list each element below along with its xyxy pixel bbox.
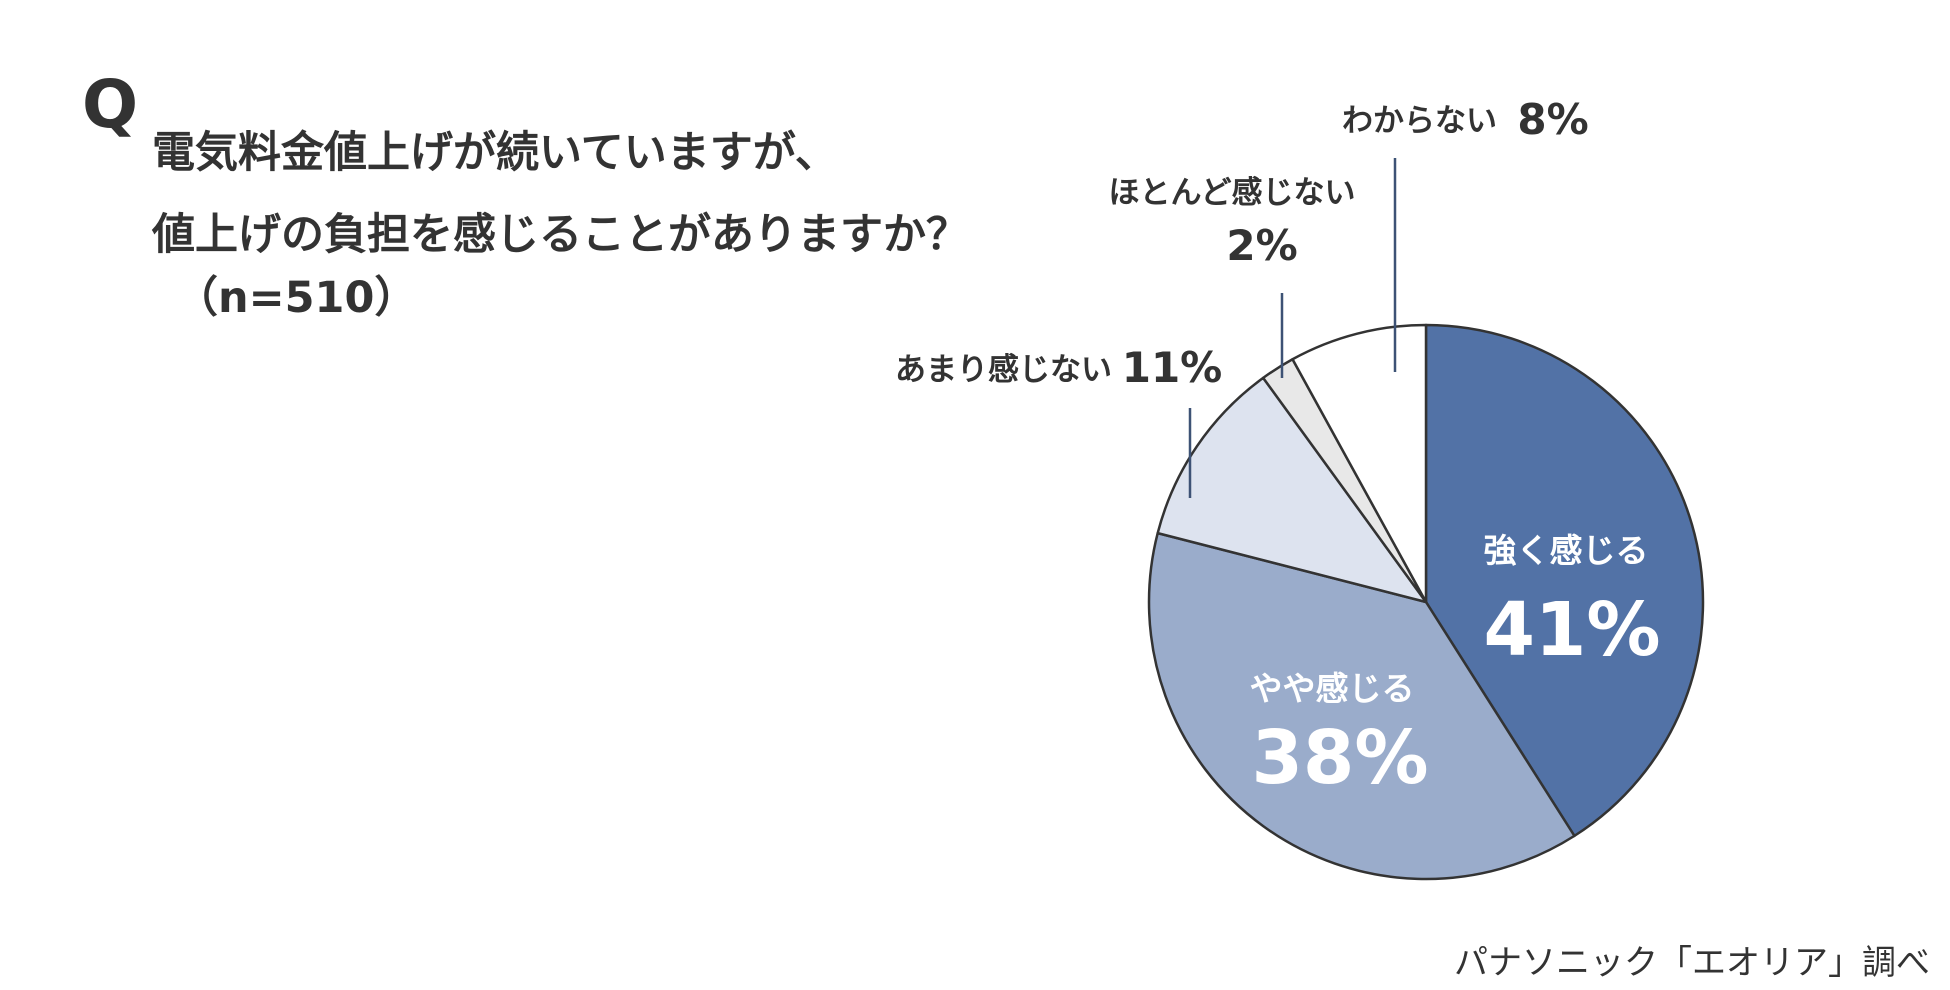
- data-label-hardly-value: 2%: [1226, 221, 1297, 270]
- data-label-strongly-value: 41%: [1483, 587, 1660, 673]
- question-mark: Q: [82, 66, 139, 143]
- slice-unknown: [1291, 323, 1428, 604]
- question-line-1: 電気料金値上げが続いていますが、: [152, 128, 838, 178]
- data-label-hardly-name: ほとんど感じない: [1108, 175, 1355, 211]
- data-label-somewhat-name: やや感じる: [1250, 669, 1415, 708]
- question-line-2: 値上げの負担を感じることがありますか？: [152, 210, 969, 260]
- data-label-somewhat-value: 38%: [1251, 715, 1428, 801]
- slice-somewhat: [1147, 531, 1576, 881]
- source-credit: パナソニック「エオリア」調べ: [1454, 943, 1930, 983]
- slice-not-much: [1156, 376, 1428, 604]
- data-label-not-much-value: 11%: [1122, 343, 1223, 392]
- data-label-strongly-name: 強く感じる: [1484, 531, 1649, 570]
- data-label-not-much-name: あまり感じない: [895, 352, 1112, 388]
- data-label-unknown-value: 8%: [1517, 95, 1588, 144]
- sample-size: （n=510）: [175, 273, 418, 323]
- slice-strongly: [1424, 323, 1705, 838]
- question-text: 電気料金値上げが続いていますが、 値上げの負担を感じることがありますか？: [152, 112, 969, 276]
- data-label-unknown-name: わからない: [1342, 103, 1497, 139]
- pie-slices: [1147, 323, 1705, 881]
